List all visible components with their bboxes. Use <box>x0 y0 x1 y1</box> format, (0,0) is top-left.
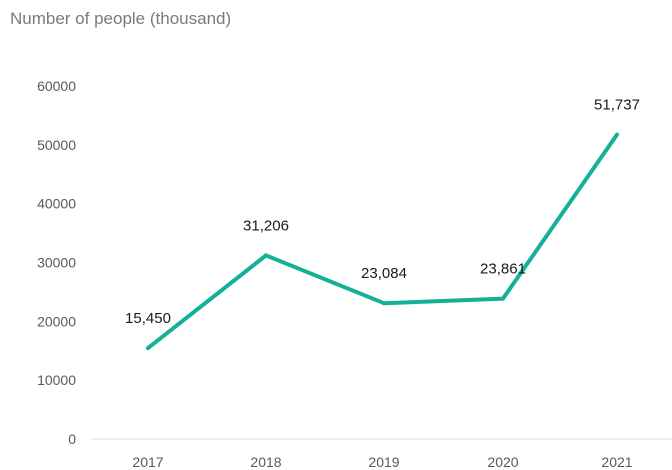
data-label: 15,450 <box>125 310 171 327</box>
y-tick-label: 40000 <box>37 196 76 212</box>
series-group <box>146 132 619 351</box>
data-label: 51,737 <box>594 97 640 114</box>
y-tick-label: 20000 <box>37 313 76 329</box>
x-tick-label: 2020 <box>487 454 518 470</box>
data-point <box>146 346 150 351</box>
y-tick-label: 50000 <box>37 137 76 153</box>
data-point <box>501 296 505 301</box>
data-labels: 15,450 31,206 23,084 23,861 51,737 <box>125 97 640 327</box>
chart-subtitle: Number of people (thousand) <box>10 9 231 28</box>
series-line <box>146 133 619 350</box>
y-tick-label: 60000 <box>37 78 76 94</box>
y-tick-label: 30000 <box>37 255 76 271</box>
y-tick-label: 0 <box>68 431 76 447</box>
x-tick-label: 2017 <box>132 454 163 470</box>
x-tick-label: 2019 <box>368 454 399 470</box>
data-label: 23,084 <box>361 265 407 282</box>
x-axis-ticks: 2017 2018 2019 2020 2021 <box>132 454 632 470</box>
data-point <box>382 301 386 306</box>
y-tick-label: 10000 <box>37 372 76 388</box>
data-point <box>615 132 619 137</box>
data-point <box>264 253 268 258</box>
y-axis-ticks: 0 10000 20000 30000 40000 50000 60000 <box>37 78 76 447</box>
data-label: 23,861 <box>480 261 526 278</box>
x-tick-label: 2018 <box>250 454 281 470</box>
data-label: 31,206 <box>243 217 289 234</box>
x-tick-label: 2021 <box>601 454 632 470</box>
